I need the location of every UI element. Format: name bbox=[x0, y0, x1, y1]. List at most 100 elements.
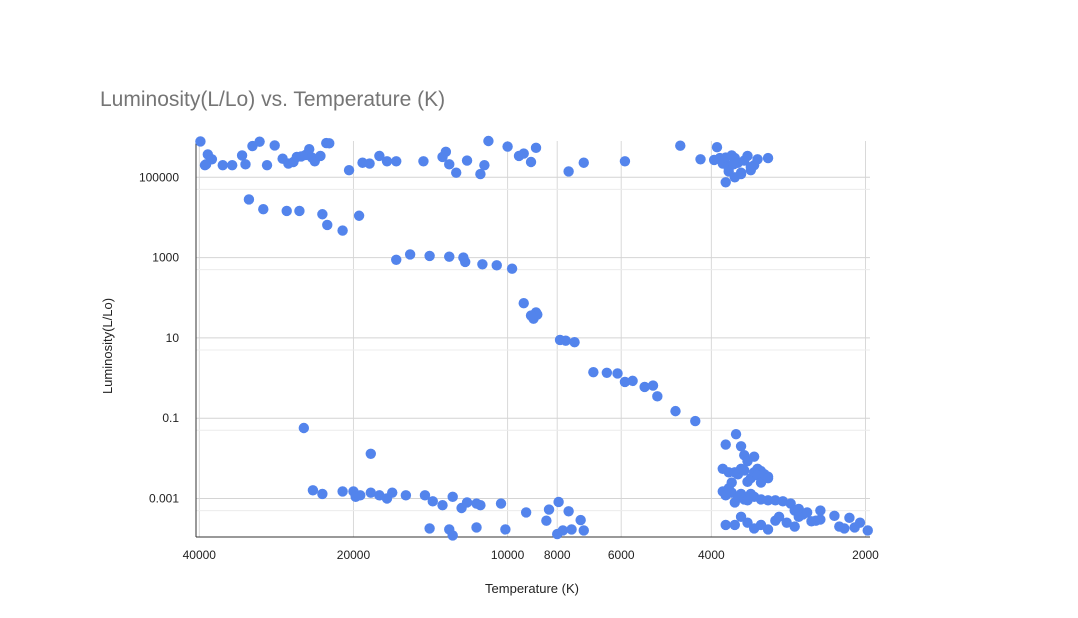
data-point bbox=[437, 500, 448, 511]
data-point bbox=[839, 523, 850, 534]
data-point bbox=[762, 152, 774, 164]
data-point bbox=[518, 148, 529, 159]
data-point bbox=[261, 159, 273, 171]
data-point bbox=[236, 150, 248, 161]
data-point bbox=[530, 142, 542, 154]
data-point bbox=[728, 159, 739, 170]
data-point bbox=[199, 159, 211, 171]
data-point bbox=[355, 490, 366, 501]
data-point bbox=[495, 498, 507, 509]
data-point bbox=[471, 522, 482, 533]
data-point bbox=[720, 439, 731, 450]
data-point bbox=[307, 485, 319, 496]
data-point bbox=[315, 150, 326, 162]
data-point bbox=[566, 524, 577, 535]
data-point bbox=[695, 154, 706, 165]
data-point bbox=[418, 156, 429, 167]
data-point bbox=[269, 140, 280, 151]
data-point bbox=[461, 155, 473, 166]
data-point bbox=[578, 525, 589, 536]
data-point bbox=[789, 521, 800, 532]
data-point bbox=[475, 500, 486, 511]
x-axis-title: Temperature (K) bbox=[485, 581, 579, 596]
data-point bbox=[575, 514, 586, 526]
data-point bbox=[742, 150, 753, 162]
data-point bbox=[815, 514, 826, 525]
data-point bbox=[612, 368, 623, 379]
x-tick-label: 10000 bbox=[491, 548, 525, 562]
data-point bbox=[773, 511, 785, 523]
data-point bbox=[391, 254, 402, 266]
data-point bbox=[525, 310, 537, 321]
y-tick-label: 1000 bbox=[152, 251, 179, 265]
data-point bbox=[444, 159, 455, 170]
data-point bbox=[557, 525, 569, 536]
data-point bbox=[752, 154, 763, 165]
data-point bbox=[451, 167, 462, 178]
data-point bbox=[781, 517, 792, 528]
data-point bbox=[427, 496, 438, 507]
data-point bbox=[619, 376, 631, 388]
data-point bbox=[627, 375, 638, 387]
data-point bbox=[258, 204, 269, 215]
data-point bbox=[729, 519, 740, 531]
data-point bbox=[337, 486, 348, 497]
data-point bbox=[862, 525, 873, 536]
data-point bbox=[324, 138, 335, 149]
data-point bbox=[304, 143, 315, 155]
data-point bbox=[525, 156, 537, 168]
data-point bbox=[317, 209, 328, 220]
data-point bbox=[281, 205, 292, 217]
data-point bbox=[520, 507, 532, 518]
data-points bbox=[195, 135, 873, 541]
y-axis-title: Luminosity(L/Lo) bbox=[100, 298, 115, 394]
data-point bbox=[365, 448, 376, 459]
data-point bbox=[491, 260, 502, 271]
data-point bbox=[243, 194, 255, 205]
data-point bbox=[424, 250, 435, 262]
data-point bbox=[353, 210, 365, 221]
data-point bbox=[424, 523, 435, 534]
data-point bbox=[553, 496, 564, 508]
data-point bbox=[400, 490, 412, 501]
y-tick-label: 100000 bbox=[139, 170, 179, 184]
data-point bbox=[404, 249, 416, 260]
x-tick-label: 40000 bbox=[183, 548, 217, 562]
data-point bbox=[374, 150, 385, 162]
data-point bbox=[762, 473, 774, 484]
data-point bbox=[762, 524, 774, 535]
data-point bbox=[647, 380, 659, 391]
data-point bbox=[518, 298, 529, 309]
data-point bbox=[735, 168, 747, 180]
data-point bbox=[541, 515, 552, 526]
data-point bbox=[815, 505, 826, 516]
data-point bbox=[854, 517, 866, 528]
data-point bbox=[639, 381, 650, 393]
y-tick-label: 0.1 bbox=[162, 411, 179, 425]
data-point bbox=[543, 504, 555, 515]
data-point bbox=[563, 506, 574, 517]
data-point bbox=[458, 252, 469, 263]
data-point bbox=[652, 391, 663, 402]
data-point bbox=[588, 366, 599, 378]
data-point bbox=[444, 251, 455, 262]
chart-title: Luminosity(L/Lo) vs. Temperature (K) bbox=[100, 88, 446, 111]
data-point bbox=[447, 491, 458, 503]
data-point bbox=[619, 156, 631, 167]
data-point bbox=[475, 168, 486, 180]
data-point bbox=[217, 159, 228, 171]
data-point bbox=[670, 405, 681, 417]
data-point bbox=[801, 507, 813, 518]
data-point bbox=[381, 156, 393, 167]
x-tick-label: 2000 bbox=[852, 548, 879, 562]
x-tick-label: 6000 bbox=[608, 548, 635, 562]
data-point bbox=[502, 141, 513, 152]
data-point bbox=[506, 263, 518, 274]
data-point bbox=[748, 451, 760, 462]
y-tick-label: 0.001 bbox=[149, 492, 179, 506]
data-point bbox=[447, 530, 458, 541]
data-point bbox=[477, 259, 488, 270]
data-point bbox=[745, 161, 756, 173]
data-point bbox=[730, 428, 742, 440]
data-point bbox=[844, 512, 855, 524]
